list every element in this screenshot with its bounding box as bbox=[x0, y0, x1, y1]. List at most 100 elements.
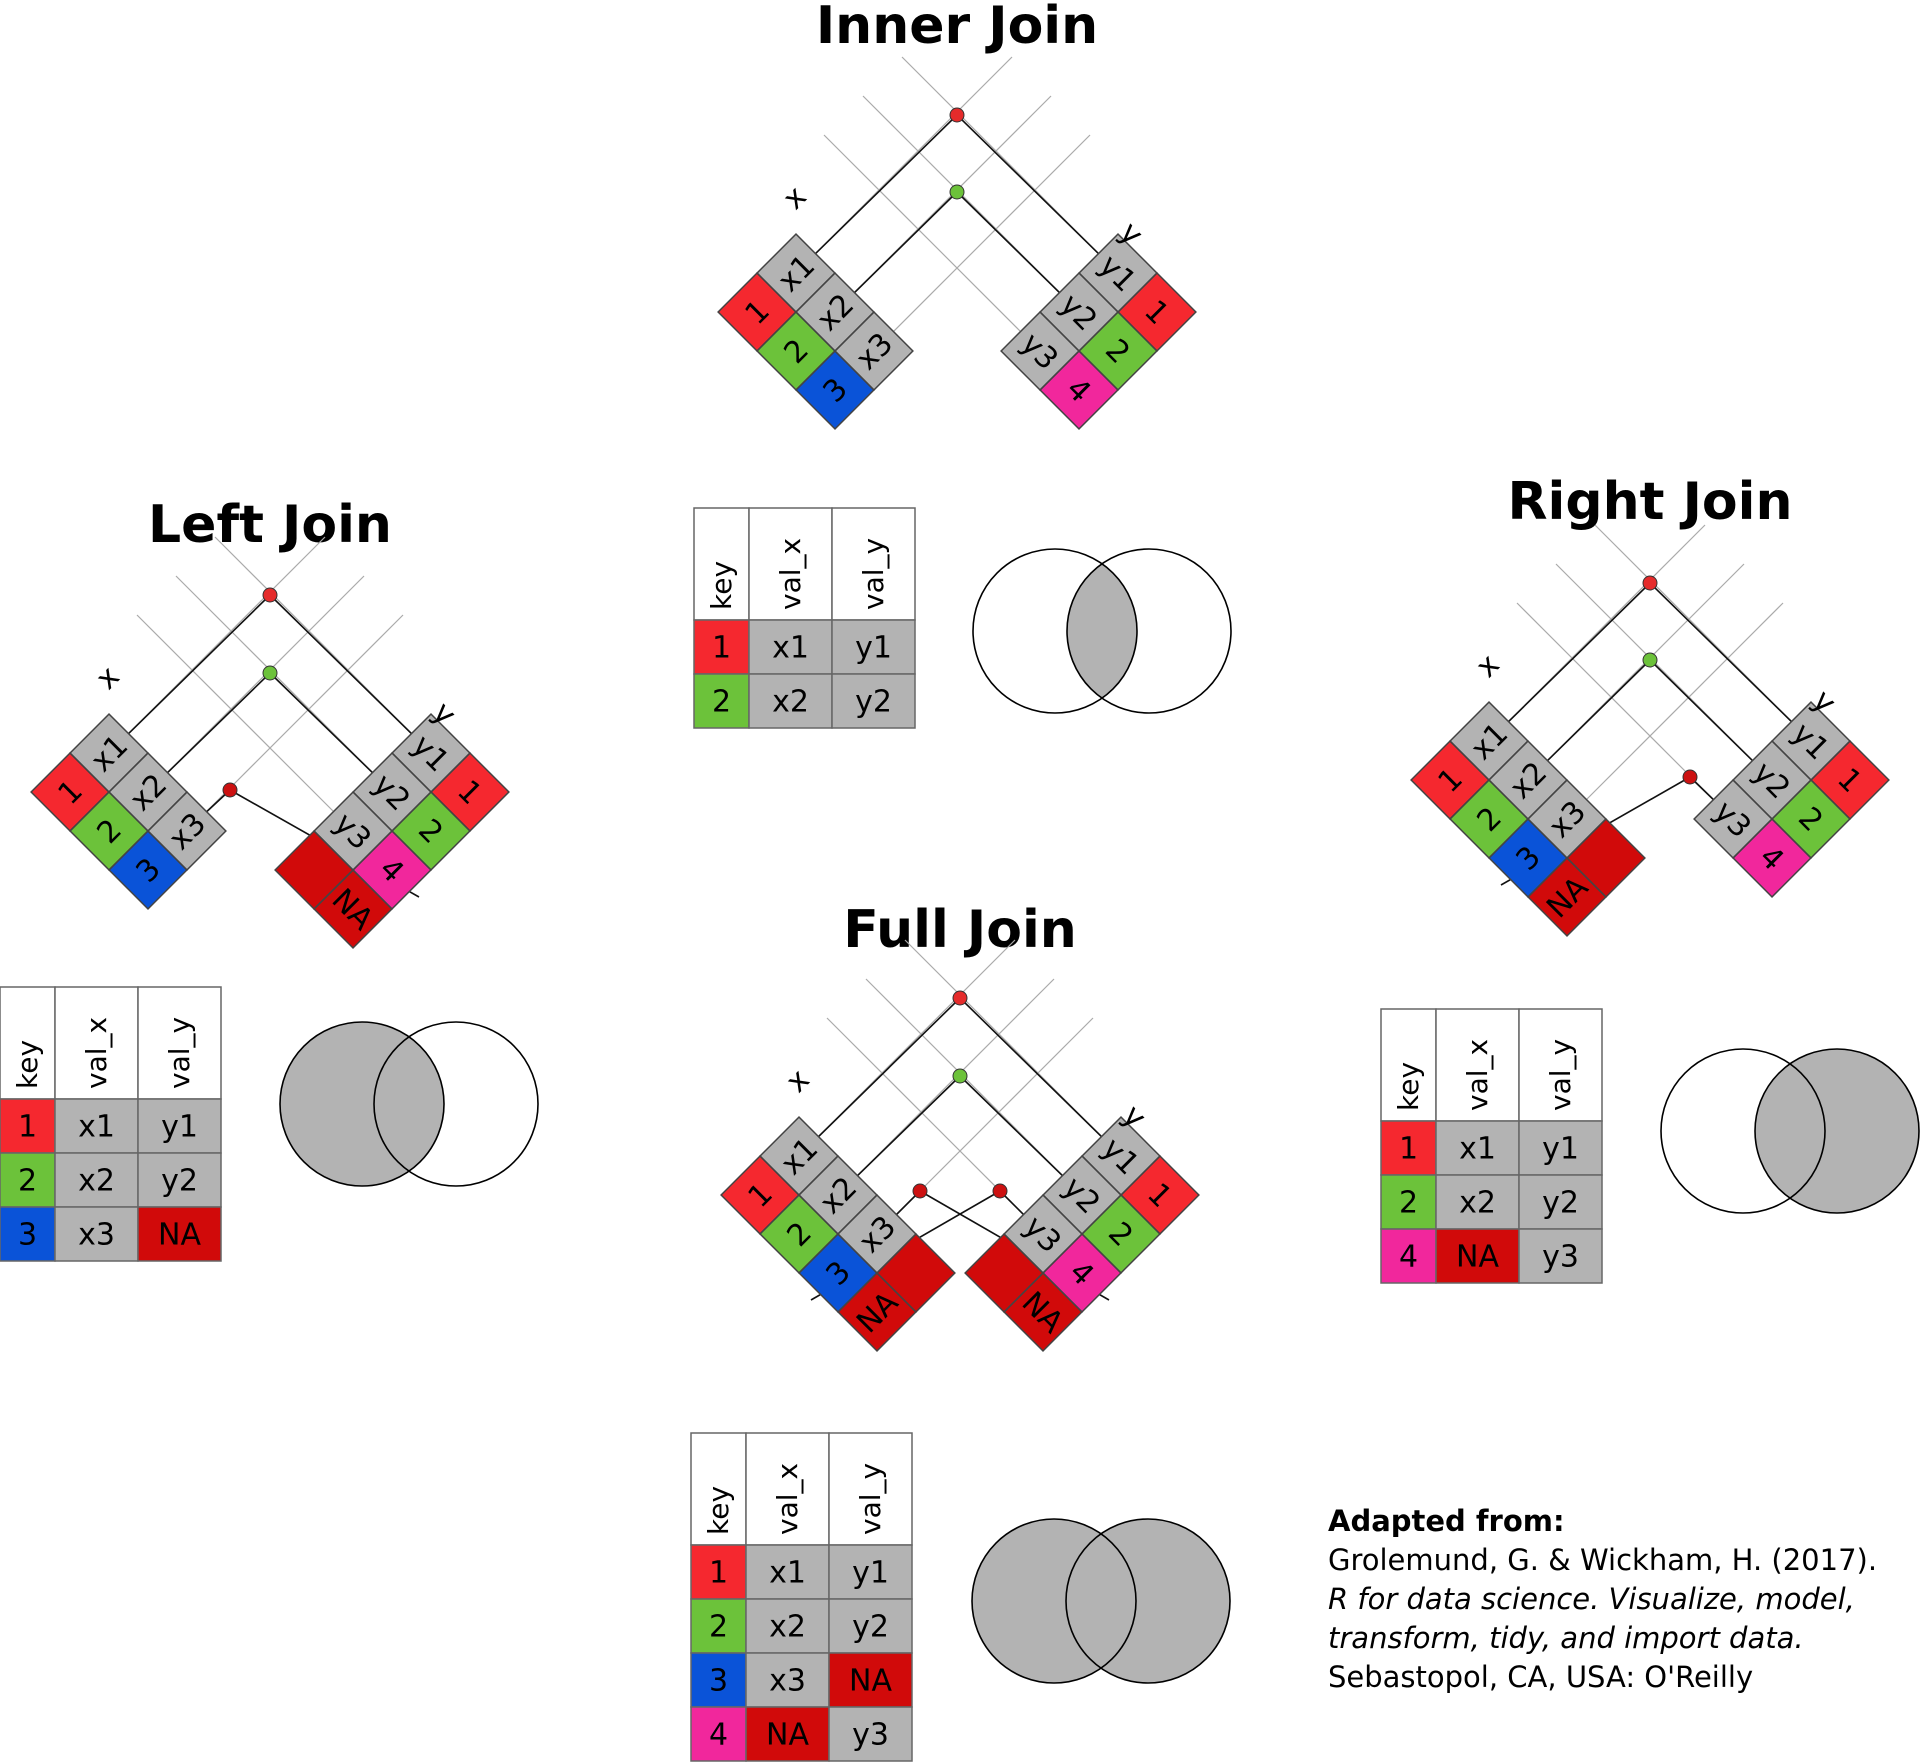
result-cell-text: x1 bbox=[78, 1110, 115, 1145]
venn-right-circle bbox=[1754, 1048, 1920, 1214]
citation-line-2: R for data science. Visualize, model, bbox=[1328, 1582, 1855, 1616]
y-val-cell: y3 bbox=[1000, 311, 1080, 391]
right-result-table: key val_x val_y 1 x1 y1 2 x2 y2 4 NA y3 bbox=[1380, 1008, 1603, 1284]
venn-right-fill bbox=[1066, 1519, 1230, 1683]
venn-intersection bbox=[1067, 549, 1137, 713]
match-dot bbox=[992, 1183, 1008, 1199]
header-val_x: val_x bbox=[771, 1463, 804, 1535]
header-val_y: val_y bbox=[1544, 1039, 1577, 1111]
header-val_y: val_y bbox=[854, 1463, 887, 1535]
x-val-cell: x3 bbox=[147, 791, 227, 871]
header-key: key bbox=[11, 1040, 44, 1089]
header-cell bbox=[693, 507, 750, 621]
result-cell-text: y2 bbox=[855, 685, 892, 720]
y-na-val-cell bbox=[964, 1233, 1044, 1313]
header-key: key bbox=[702, 1486, 735, 1535]
venn-right-circle bbox=[1065, 1518, 1231, 1684]
full-venn bbox=[971, 1518, 1231, 1684]
x-val-cell: x3 bbox=[834, 311, 914, 391]
result-cell-text: 2 bbox=[712, 685, 731, 720]
result-cell-text: x2 bbox=[772, 685, 809, 720]
x-key-cell: 3 bbox=[108, 830, 188, 910]
match-line bbox=[1649, 659, 1759, 767]
result-cell bbox=[748, 619, 833, 675]
result-cell bbox=[1435, 1228, 1520, 1284]
venn-left-circle bbox=[972, 548, 1138, 714]
x-val-cell: x1 bbox=[69, 713, 149, 793]
result-cell bbox=[137, 1206, 222, 1262]
header-cell bbox=[1435, 1008, 1520, 1122]
header-val_x: val_x bbox=[774, 538, 807, 610]
header-cell bbox=[828, 1432, 913, 1546]
result-cell bbox=[1518, 1120, 1603, 1176]
result-cell-text: x2 bbox=[769, 1610, 806, 1645]
match-line bbox=[959, 997, 1108, 1143]
result-cell-text: 1 bbox=[712, 631, 731, 666]
result-cell bbox=[690, 1652, 747, 1708]
match-line bbox=[269, 594, 418, 740]
result-cell-text: 3 bbox=[709, 1664, 728, 1699]
result-cell bbox=[1380, 1228, 1437, 1284]
match-line bbox=[959, 1075, 1069, 1182]
match-dot bbox=[952, 990, 968, 1006]
result-cell-text: NA bbox=[1456, 1240, 1499, 1275]
match-line bbox=[956, 191, 1066, 299]
result-cell bbox=[828, 1544, 913, 1600]
result-cell bbox=[1518, 1228, 1603, 1284]
title-right-join: Right Join bbox=[1508, 472, 1793, 532]
result-cell bbox=[828, 1706, 913, 1762]
result-cell bbox=[745, 1544, 830, 1600]
result-cell-text: x2 bbox=[78, 1164, 115, 1199]
result-cell-text: 2 bbox=[18, 1164, 37, 1199]
match-dot bbox=[912, 1183, 928, 1199]
x-na-val-cell bbox=[1566, 818, 1646, 898]
result-cell-text: x1 bbox=[769, 1556, 806, 1591]
title-full-join: Full Join bbox=[843, 900, 1077, 960]
match-dot bbox=[1642, 652, 1658, 668]
result-cell-text: x2 bbox=[1459, 1186, 1496, 1221]
result-cell-text: 4 bbox=[1399, 1240, 1418, 1275]
result-cell-text: y1 bbox=[852, 1556, 889, 1591]
result-cell-text: 1 bbox=[1399, 1132, 1418, 1167]
citation-line-1: Grolemund, G. & Wickham, H. (2017). bbox=[1328, 1543, 1878, 1577]
venn-right-fill bbox=[1755, 1049, 1919, 1213]
match-line bbox=[161, 672, 271, 779]
result-cell-text: NA bbox=[766, 1718, 809, 1753]
header-key: key bbox=[1392, 1062, 1425, 1111]
header-val_x: val_x bbox=[80, 1017, 113, 1089]
result-cell bbox=[831, 673, 916, 729]
result-cell bbox=[0, 1152, 56, 1208]
citation: Adapted from: Grolemund, G. & Wickham, H… bbox=[1328, 1502, 1888, 1697]
title-inner-join: Inner Join bbox=[816, 0, 1098, 56]
grid-line bbox=[887, 134, 1091, 338]
result-cell-text: 2 bbox=[1399, 1186, 1418, 1221]
result-cell-text: y3 bbox=[852, 1718, 889, 1753]
grid-line bbox=[823, 134, 1027, 338]
x-table-label: x bbox=[89, 659, 126, 696]
result-cell-text: 1 bbox=[18, 1110, 37, 1145]
x-table-label: x bbox=[776, 179, 813, 216]
match-dot bbox=[952, 1068, 968, 1084]
citation-heading: Adapted from: bbox=[1328, 1504, 1565, 1538]
inner-venn bbox=[972, 548, 1232, 714]
result-cell-text: NA bbox=[849, 1664, 892, 1699]
match-line bbox=[851, 1075, 961, 1182]
title-left-join: Left Join bbox=[148, 495, 392, 555]
grid-line bbox=[200, 614, 404, 818]
grid-line bbox=[136, 614, 340, 818]
result-cell-text: x1 bbox=[1459, 1132, 1496, 1167]
match-line bbox=[809, 114, 958, 260]
match-line bbox=[1649, 582, 1798, 728]
result-cell bbox=[54, 1152, 139, 1208]
header-cell bbox=[1518, 1008, 1603, 1122]
venn-right-circle bbox=[1066, 548, 1232, 714]
venn-left-circle bbox=[1660, 1048, 1826, 1214]
x-table-label: x bbox=[1469, 647, 1506, 684]
result-cell-text: x3 bbox=[78, 1218, 115, 1253]
citation-line-4: Sebastopol, CA, USA: O'Reilly bbox=[1328, 1660, 1754, 1694]
match-dot bbox=[262, 665, 278, 681]
result-cell-text: 1 bbox=[709, 1556, 728, 1591]
